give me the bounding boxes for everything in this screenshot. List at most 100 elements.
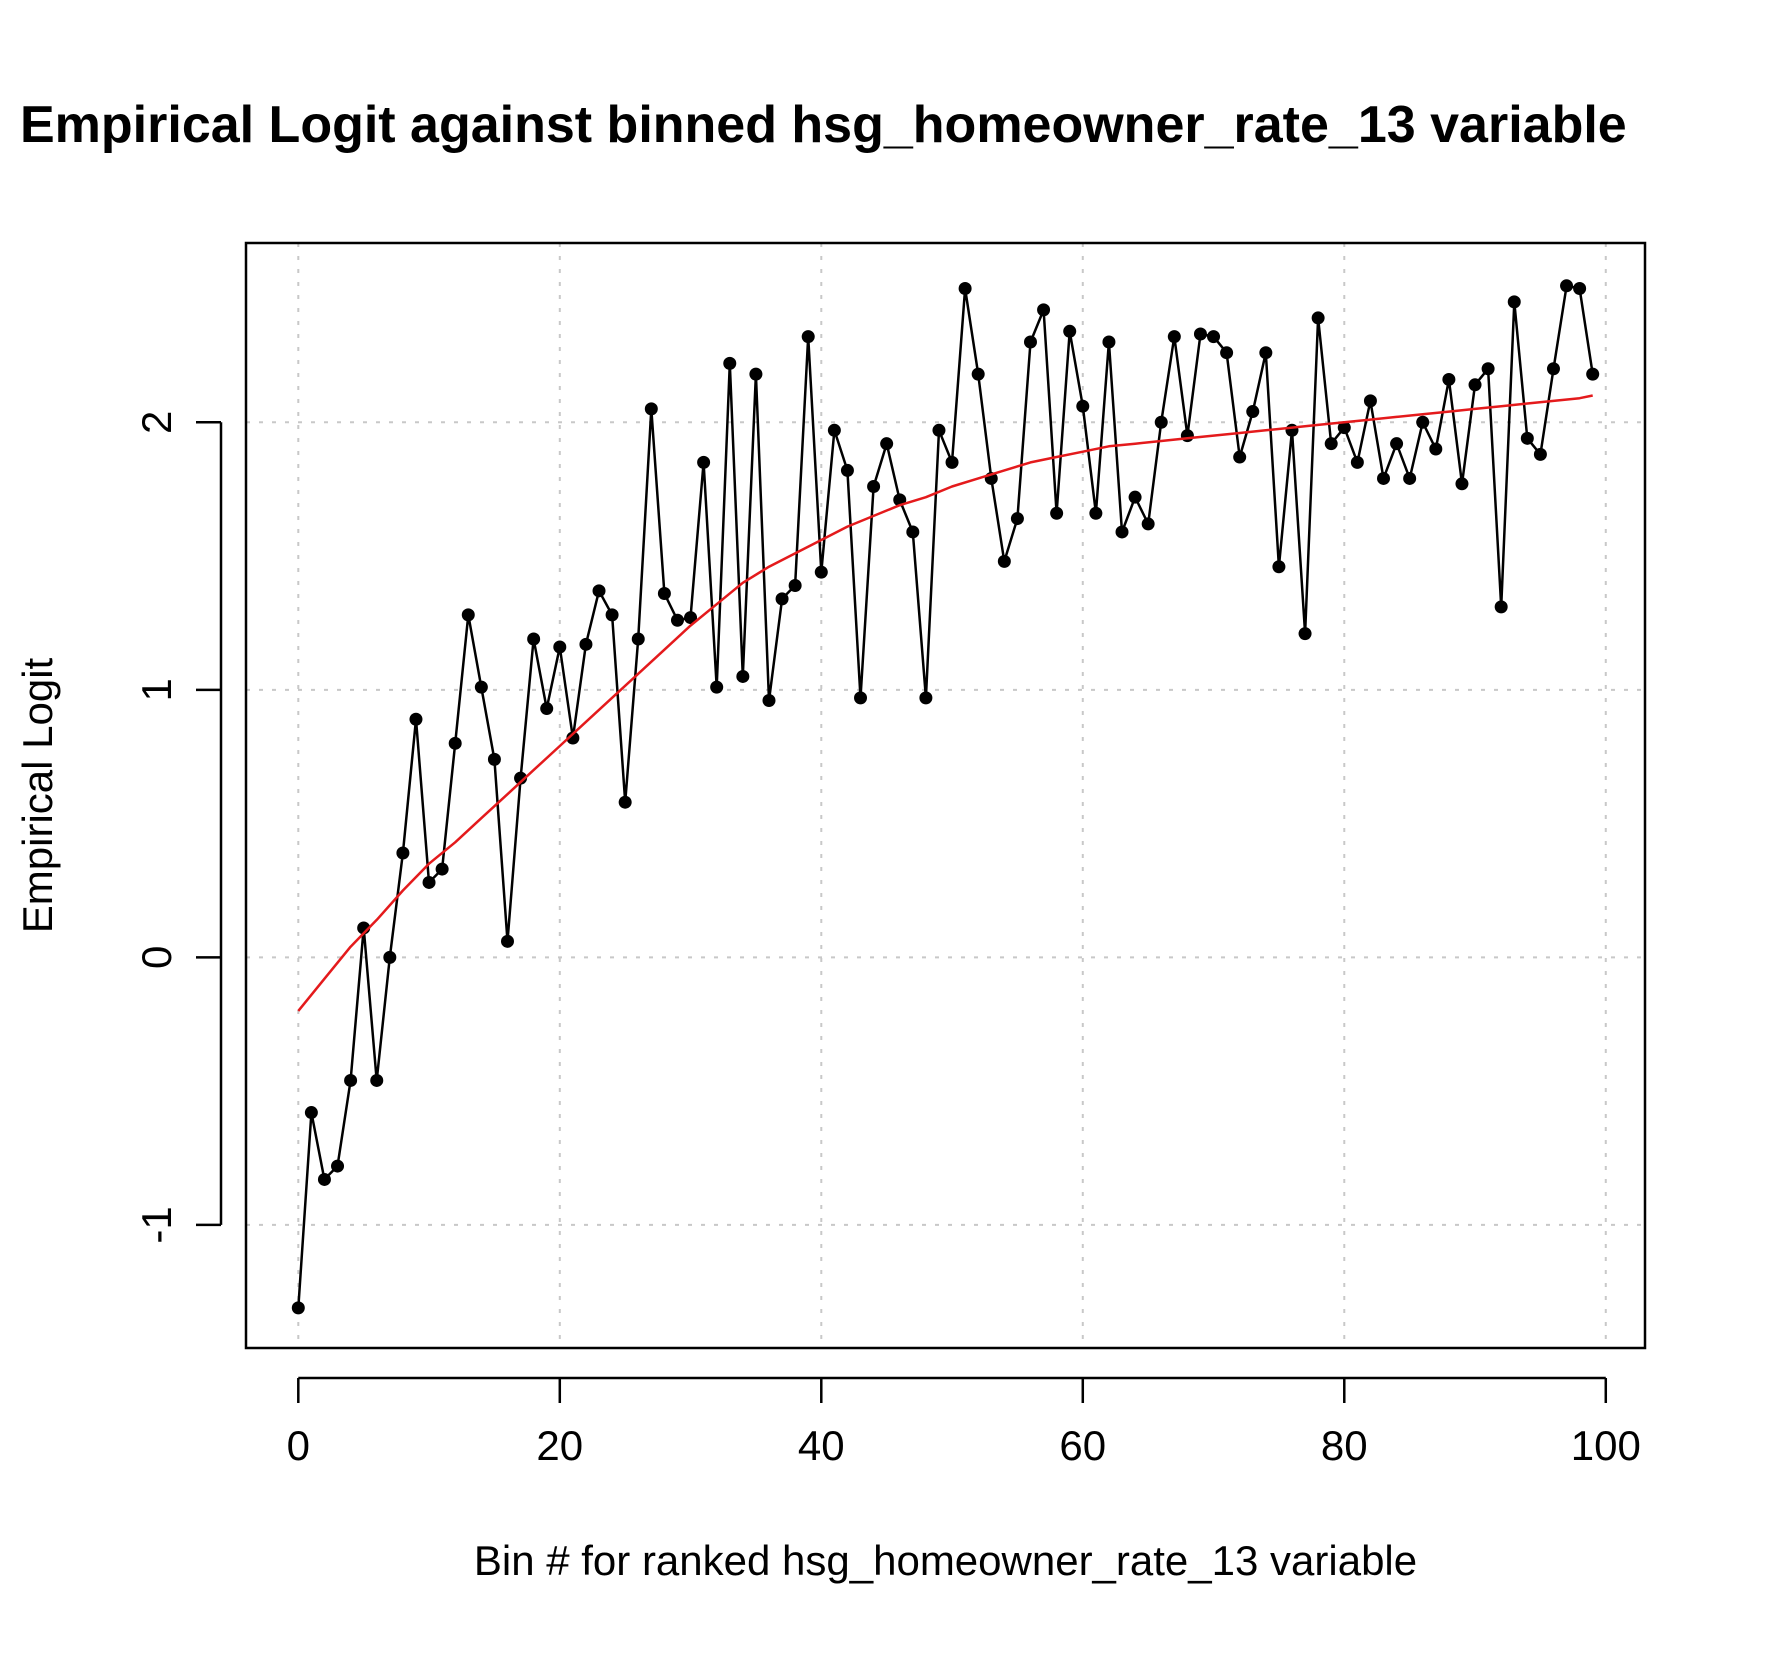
data-point: [1442, 372, 1456, 386]
data-point: [1416, 415, 1430, 429]
data-point: [1494, 600, 1508, 614]
data-point: [1115, 525, 1129, 539]
data-point: [867, 479, 881, 493]
data-point: [840, 463, 854, 477]
data-point: [331, 1159, 345, 1173]
data-point: [1403, 471, 1417, 485]
x-axis: 0 20 40 60 80 100: [287, 1376, 1641, 1469]
data-point: [997, 554, 1011, 568]
data-point: [1298, 627, 1312, 641]
data-point: [618, 795, 632, 809]
data-point: [1520, 431, 1534, 445]
data-point: [1533, 447, 1547, 461]
data-point: [1337, 421, 1351, 435]
data-point: [1063, 324, 1077, 338]
data-point: [527, 632, 541, 646]
y-tick-label: 1: [133, 678, 180, 701]
data-point: [1050, 506, 1064, 520]
data-point: [1246, 405, 1260, 419]
data-point: [919, 691, 933, 705]
y-tick-label: -1: [133, 1206, 180, 1243]
data-point: [814, 565, 828, 579]
data-point: [749, 367, 763, 381]
data-point: [1272, 560, 1286, 574]
data-point: [1220, 346, 1234, 360]
y-axis-label: Empirical Logit: [14, 657, 61, 933]
data-point: [344, 1073, 358, 1087]
data-point: [670, 613, 684, 627]
data-point: [461, 608, 475, 622]
data-point: [880, 437, 894, 451]
y-axis: -1 0 1 2: [133, 411, 223, 1244]
data-point: [370, 1073, 384, 1087]
data-point: [1023, 335, 1037, 349]
data-point: [1481, 362, 1495, 376]
data-point: [1102, 335, 1116, 349]
empirical-logit-line: [297, 284, 1594, 1308]
data-point: [1573, 281, 1587, 295]
data-point: [1089, 506, 1103, 520]
y-tick-label: 2: [133, 411, 180, 434]
data-point: [1390, 437, 1404, 451]
grid: [246, 243, 1645, 1348]
data-point: [1377, 471, 1391, 485]
data-point: [1037, 303, 1051, 317]
data-point: [932, 423, 946, 437]
data-point: [1429, 442, 1443, 456]
data-point: [684, 611, 698, 625]
data-point: [1507, 295, 1521, 309]
data-point: [644, 402, 658, 416]
data-point: [1546, 362, 1560, 376]
data-point: [1076, 399, 1090, 413]
data-point: [723, 356, 737, 370]
x-tick-label: 20: [536, 1422, 583, 1469]
data-point: [474, 680, 488, 694]
data-point: [906, 525, 920, 539]
data-point: [291, 1301, 305, 1315]
data-point: [1586, 367, 1600, 381]
data-point: [710, 680, 724, 694]
data-point: [514, 771, 528, 785]
data-point: [566, 731, 580, 745]
data-point: [579, 637, 593, 651]
data-point: [1324, 437, 1338, 451]
data-point: [396, 846, 410, 860]
data-point: [1350, 455, 1364, 469]
x-tick-label: 80: [1321, 1422, 1368, 1469]
x-axis-label: Bin # for ranked hsg_homeowner_rate_13 v…: [474, 1537, 1417, 1584]
data-point: [1233, 450, 1247, 464]
data-point: [1560, 279, 1574, 293]
data-point: [1193, 327, 1207, 341]
data-point: [775, 592, 789, 606]
data-point: [1128, 490, 1142, 504]
data-point: [1180, 429, 1194, 443]
data-point: [592, 584, 606, 598]
data-point: [422, 875, 436, 889]
series-layer: [291, 279, 1600, 1315]
data-point: [448, 736, 462, 750]
x-tick-label: 0: [287, 1422, 310, 1469]
smooth-fit-line: [297, 394, 1593, 1012]
plot-frame: [244, 241, 1647, 1350]
data-point: [1363, 394, 1377, 408]
data-point: [788, 578, 802, 592]
data-point: [697, 455, 711, 469]
data-point: [1285, 423, 1299, 437]
data-point: [1207, 330, 1221, 344]
data-point: [736, 669, 750, 683]
y-tick-label: 0: [133, 946, 180, 969]
x-tick-label: 60: [1059, 1422, 1106, 1469]
data-point: [1455, 477, 1469, 491]
data-point: [317, 1172, 331, 1186]
data-point: [1468, 378, 1482, 392]
data-point: [409, 712, 423, 726]
data-point: [827, 423, 841, 437]
data-point: [801, 330, 815, 344]
data-point: [304, 1106, 318, 1120]
data-point: [762, 694, 776, 708]
data-point: [500, 934, 514, 948]
data-point: [1167, 330, 1181, 344]
data-point: [958, 281, 972, 295]
